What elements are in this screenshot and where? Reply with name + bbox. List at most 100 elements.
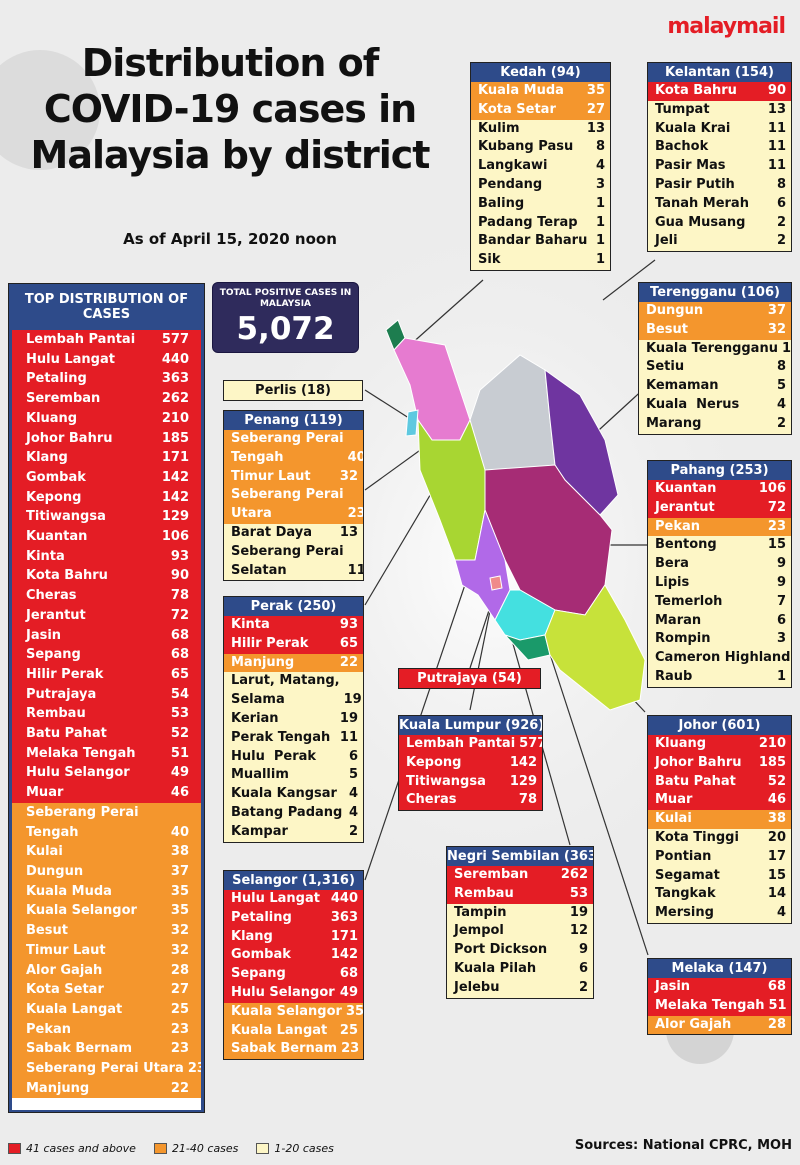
district-row: Jeli 2 bbox=[648, 232, 791, 252]
district-name: Bandar Baharu bbox=[478, 233, 588, 249]
district-name: Muar bbox=[655, 792, 693, 808]
district-cases: 28 bbox=[767, 1016, 786, 1032]
top-distribution-title: TOP DISTRIBUTION OF CASES bbox=[24, 292, 189, 322]
district-cases: 53 bbox=[569, 885, 588, 901]
district-cases: 28 bbox=[170, 962, 189, 978]
district-row: Kluang 210 bbox=[648, 735, 791, 754]
district-name: Kota Setar bbox=[478, 101, 556, 117]
sources-note: Sources: National CPRC, MOH bbox=[574, 1138, 792, 1153]
district-cases: 68 bbox=[170, 627, 189, 643]
district-row: Seberang Perai Tengah 40 bbox=[224, 430, 363, 468]
district-row: Hulu Selangor 49 bbox=[224, 983, 363, 1003]
district-cases: 72 bbox=[767, 499, 786, 515]
district-cases: 78 bbox=[518, 792, 537, 808]
district-name: Kuala Muda bbox=[478, 83, 564, 98]
district-cases: 38 bbox=[767, 811, 786, 827]
district-cases: 37 bbox=[767, 303, 786, 318]
district-row: Kota Bahru 90 bbox=[648, 82, 791, 101]
district-name: Kepong bbox=[26, 489, 82, 505]
district-name: Hulu Selangor bbox=[231, 984, 335, 1000]
district-row: Kota Tinggi 20 bbox=[648, 828, 791, 848]
district-name: Batu Pahat bbox=[26, 726, 107, 742]
district-row: Lipis 9 bbox=[648, 573, 791, 593]
district-cases: 4 bbox=[348, 804, 358, 820]
district-cases: 2 bbox=[578, 979, 588, 995]
district-name: Gombak bbox=[26, 469, 86, 485]
district-cases: 9 bbox=[776, 556, 786, 572]
total-cases-value: 5,072 bbox=[236, 311, 335, 347]
district-cases: 23 bbox=[341, 1041, 360, 1057]
district-row: Seberang Perai Selatan 11 bbox=[224, 542, 363, 581]
legend-item: 21-40 cases bbox=[153, 1142, 238, 1155]
district-row: Sik 1 bbox=[471, 251, 610, 270]
district-cases: 78 bbox=[170, 588, 189, 604]
panel-negri-sembilan: Negri Sembilan (363) Seremban 262 Rembau 53 T… bbox=[446, 846, 594, 999]
district-name: Jasin bbox=[655, 979, 691, 994]
district-name: Sabak Bernam bbox=[231, 1041, 338, 1057]
district-name: Tangkak bbox=[655, 886, 716, 902]
district-row: Kuala Pilah 6 bbox=[447, 959, 593, 979]
district-row: Raub 1 bbox=[648, 667, 791, 687]
district-cases: 106 bbox=[758, 481, 786, 496]
district-name: Perak Tengah bbox=[231, 729, 331, 745]
district-cases: 23 bbox=[170, 1021, 189, 1037]
district-cases: 19 bbox=[569, 904, 588, 920]
district-row: Bandar Baharu 1 bbox=[471, 232, 610, 252]
district-cases: 52 bbox=[767, 773, 786, 789]
district-row: Dungun 37 bbox=[639, 302, 791, 321]
district-row: Pekan 23 bbox=[12, 1019, 201, 1040]
district-name: Timur Laut bbox=[26, 942, 106, 958]
district-name: Kuala Selangor bbox=[26, 903, 137, 919]
district-cases: 11 bbox=[767, 139, 786, 155]
district-cases: 577 bbox=[519, 736, 542, 751]
district-name: Seberang Perai Utara bbox=[26, 1061, 184, 1077]
panel-johor: Johor (601) Kluang 210 Johor Bahru 185 Batu P… bbox=[647, 715, 792, 924]
district-cases: 185 bbox=[161, 430, 189, 446]
district-name: Hilir Perak bbox=[231, 635, 309, 651]
district-name: Cameron Highlands bbox=[655, 650, 792, 666]
page-subtitle: As of April 15, 2020 noon bbox=[123, 230, 337, 248]
legend-label: 1-20 cases bbox=[274, 1141, 334, 1155]
legend-swatch-red bbox=[8, 1142, 21, 1154]
district-row: Seremban 262 bbox=[12, 389, 201, 409]
panel-title: Negri Sembilan (363) bbox=[447, 847, 594, 866]
district-row: Kepong 142 bbox=[399, 753, 542, 773]
district-cases: 22 bbox=[339, 654, 358, 670]
district-name: Tanah Merah bbox=[655, 195, 749, 211]
district-cases: 15 bbox=[767, 537, 786, 553]
panel-title: Kelantan (154) bbox=[648, 63, 791, 82]
district-name: Kuantan bbox=[26, 529, 88, 545]
district-name: Bera bbox=[655, 556, 689, 572]
district-row: Mersing 4 bbox=[648, 904, 791, 923]
district-name: Kulai bbox=[26, 844, 63, 860]
district-name: Klang bbox=[26, 450, 68, 466]
district-name: Maran bbox=[655, 612, 702, 628]
district-name: Kuantan bbox=[655, 481, 717, 496]
district-cases: 11 bbox=[767, 120, 786, 136]
district-name: Setiu bbox=[646, 359, 685, 375]
district-row: Jempol 12 bbox=[447, 922, 593, 942]
district-cases: 3 bbox=[595, 176, 605, 192]
district-cases: 4 bbox=[348, 786, 358, 802]
district-row: Kampar 2 bbox=[224, 822, 363, 842]
district-row: Kerian 19 bbox=[224, 709, 363, 729]
district-name: Kuala Selangor bbox=[231, 1003, 342, 1019]
district-cases: 15 bbox=[767, 867, 786, 883]
district-cases: 7 bbox=[776, 593, 786, 609]
district-row: Hilir Perak 65 bbox=[224, 634, 363, 654]
district-name: Kubang Pasu bbox=[478, 139, 574, 155]
district-name: Seremban bbox=[454, 867, 529, 882]
district-cases: 440 bbox=[161, 351, 189, 367]
district-name: Mersing bbox=[655, 905, 714, 921]
district-row: Kota Setar 27 bbox=[12, 980, 201, 1000]
panel-melaka: Melaka (147) Jasin 68 Melaka Tengah 51 Alor G… bbox=[647, 958, 792, 1036]
district-row: Batu Pahat 52 bbox=[12, 724, 201, 744]
district-row: Jasin 68 bbox=[648, 978, 791, 997]
district-row: Batu Pahat 52 bbox=[648, 772, 791, 792]
district-cases: 4 bbox=[776, 396, 786, 412]
district-row: Pendang 3 bbox=[471, 175, 610, 195]
district-cases: 5 bbox=[776, 378, 786, 394]
district-name: Johor Bahru bbox=[655, 754, 742, 770]
